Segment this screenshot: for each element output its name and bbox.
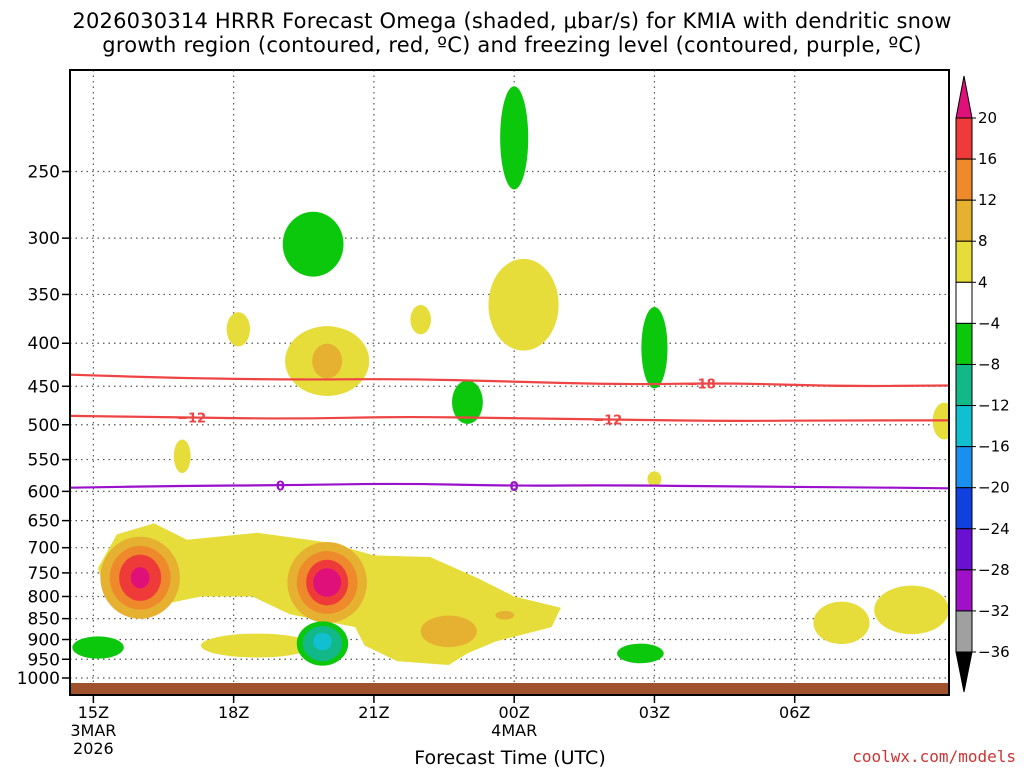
omega-negative-cell <box>451 380 483 424</box>
freezing-level-line <box>70 482 949 490</box>
colorbar-segment <box>955 610 973 653</box>
x-tick-label: 03Z <box>639 703 670 722</box>
y-tick-label: 1000 <box>17 669 60 689</box>
colorbar-segment <box>955 240 973 283</box>
ground-strip <box>70 683 949 695</box>
grid-lines <box>70 70 949 695</box>
omega-max-secondary <box>420 615 477 648</box>
omega-positive-cell <box>410 305 431 335</box>
omega-shading <box>72 86 949 666</box>
contour-label: −18 <box>687 377 716 392</box>
y-tick-label: 500 <box>28 416 60 436</box>
colorbar-top-arrow <box>955 75 973 119</box>
omega-positive-cell <box>173 439 191 474</box>
omega-positive-cell <box>647 471 662 487</box>
y-tick-label: 650 <box>28 512 60 532</box>
y-tick-label: 250 <box>28 163 60 183</box>
colorbar-segment <box>955 117 973 160</box>
y-tick-label: 600 <box>28 482 60 502</box>
colorbar-tick-label: 12 <box>978 191 997 209</box>
omega-positive-cell <box>226 312 251 347</box>
omega-negative-core-16 <box>313 632 332 651</box>
y-tick-label: 950 <box>28 650 60 670</box>
omega-negative-cell <box>282 211 344 277</box>
x-tick-label: 18Z <box>218 703 249 722</box>
omega-max-upper <box>312 343 343 379</box>
colorbar-segment <box>955 281 973 324</box>
x-tick-label: 00Z <box>499 703 530 722</box>
contour-line--18 <box>70 373 949 388</box>
colorbar-tick-label: −20 <box>978 479 1010 497</box>
colorbar-tick-label: −8 <box>978 355 1000 373</box>
y-tick-label: 550 <box>28 451 60 471</box>
temperature-contours: −18 −12 −12 0 0 <box>70 373 949 495</box>
contour-label: −12 <box>593 413 622 428</box>
omega-core-1-20 <box>130 567 150 589</box>
colorbar-segment <box>955 158 973 201</box>
y-tick-label: 700 <box>28 539 60 559</box>
x-tick-label: 06Z <box>779 703 810 722</box>
plot-border <box>69 69 950 696</box>
colorbar-segment <box>955 405 973 448</box>
y-tick-label: 900 <box>28 631 60 651</box>
y-tick-label: 400 <box>28 334 60 354</box>
colorbar-segment <box>955 446 973 489</box>
colorbar-segment <box>955 528 973 571</box>
colorbar-segment <box>955 487 973 530</box>
y-tick-label: 850 <box>28 610 60 630</box>
x-axis-label: Forecast Time (UTC) <box>414 747 605 768</box>
omega-negative-cell <box>641 307 668 389</box>
chart-title-line-1: 2026030314 HRRR Forecast Omega (shaded, … <box>72 9 951 33</box>
y-tick-label: 800 <box>28 587 60 607</box>
y-tick-label: 750 <box>28 564 60 584</box>
colorbar-tick-label: −16 <box>978 438 1010 456</box>
colorbar-tick-label: −12 <box>978 397 1010 415</box>
omega-positive-cell <box>813 601 870 645</box>
colorbar-tick-label: 4 <box>978 273 988 291</box>
colorbar-tick-label: 20 <box>978 109 997 127</box>
colorbar-tick-label: −28 <box>978 561 1010 579</box>
x-tick-label: 21Z <box>358 703 389 722</box>
colorbar-bottom-arrow <box>955 651 973 693</box>
y-tick-label: 300 <box>28 229 60 249</box>
omega-positive-cell <box>874 585 949 635</box>
colorbar-segment <box>955 199 973 242</box>
y-tick-label: 350 <box>28 285 60 305</box>
omega-core-2-20 <box>313 568 342 597</box>
x-tick-date: 3MAR <box>70 721 116 740</box>
omega-max-minor <box>495 610 515 620</box>
colorbar-tick-label: 16 <box>978 150 997 168</box>
contour-line--12 <box>70 414 949 422</box>
colorbar-segment <box>955 322 973 365</box>
colorbar-tick-label: −32 <box>978 602 1010 620</box>
colorbar-tick-label: −36 <box>978 643 1010 661</box>
y-tick-label: 450 <box>28 377 60 397</box>
omega-negative-cell <box>617 643 664 664</box>
x-tick-year: 2026 <box>73 739 114 758</box>
omega-negative-cell <box>500 86 529 190</box>
omega-positive-cell <box>488 258 559 351</box>
omega-positive-cell <box>200 633 314 658</box>
colorbar: 20 16 12 8 4 −4 −8 −12 −16 −20 −24 −28 −32 −36 <box>955 75 1010 693</box>
chart-title-line-2: growth region (contoured, red, ºC) and f… <box>102 33 921 57</box>
omega-negative-cell <box>72 636 124 659</box>
x-tick-date: 4MAR <box>491 721 537 740</box>
colorbar-segment <box>955 363 973 407</box>
contour-label: 0 <box>510 480 519 495</box>
colorbar-tick-label: 8 <box>978 232 988 250</box>
colorbar-segment <box>955 569 973 612</box>
contour-label: 0 <box>276 479 285 494</box>
y-axis: 2503003504004505005506006507007508008509… <box>17 163 70 689</box>
contour-label: −12 <box>177 412 206 427</box>
credit-text: coolwx.com/models <box>852 747 1016 766</box>
colorbar-tick-label: −24 <box>978 520 1010 538</box>
x-tick-label: 15Z <box>78 703 109 722</box>
colorbar-tick-label: −4 <box>978 314 1000 332</box>
